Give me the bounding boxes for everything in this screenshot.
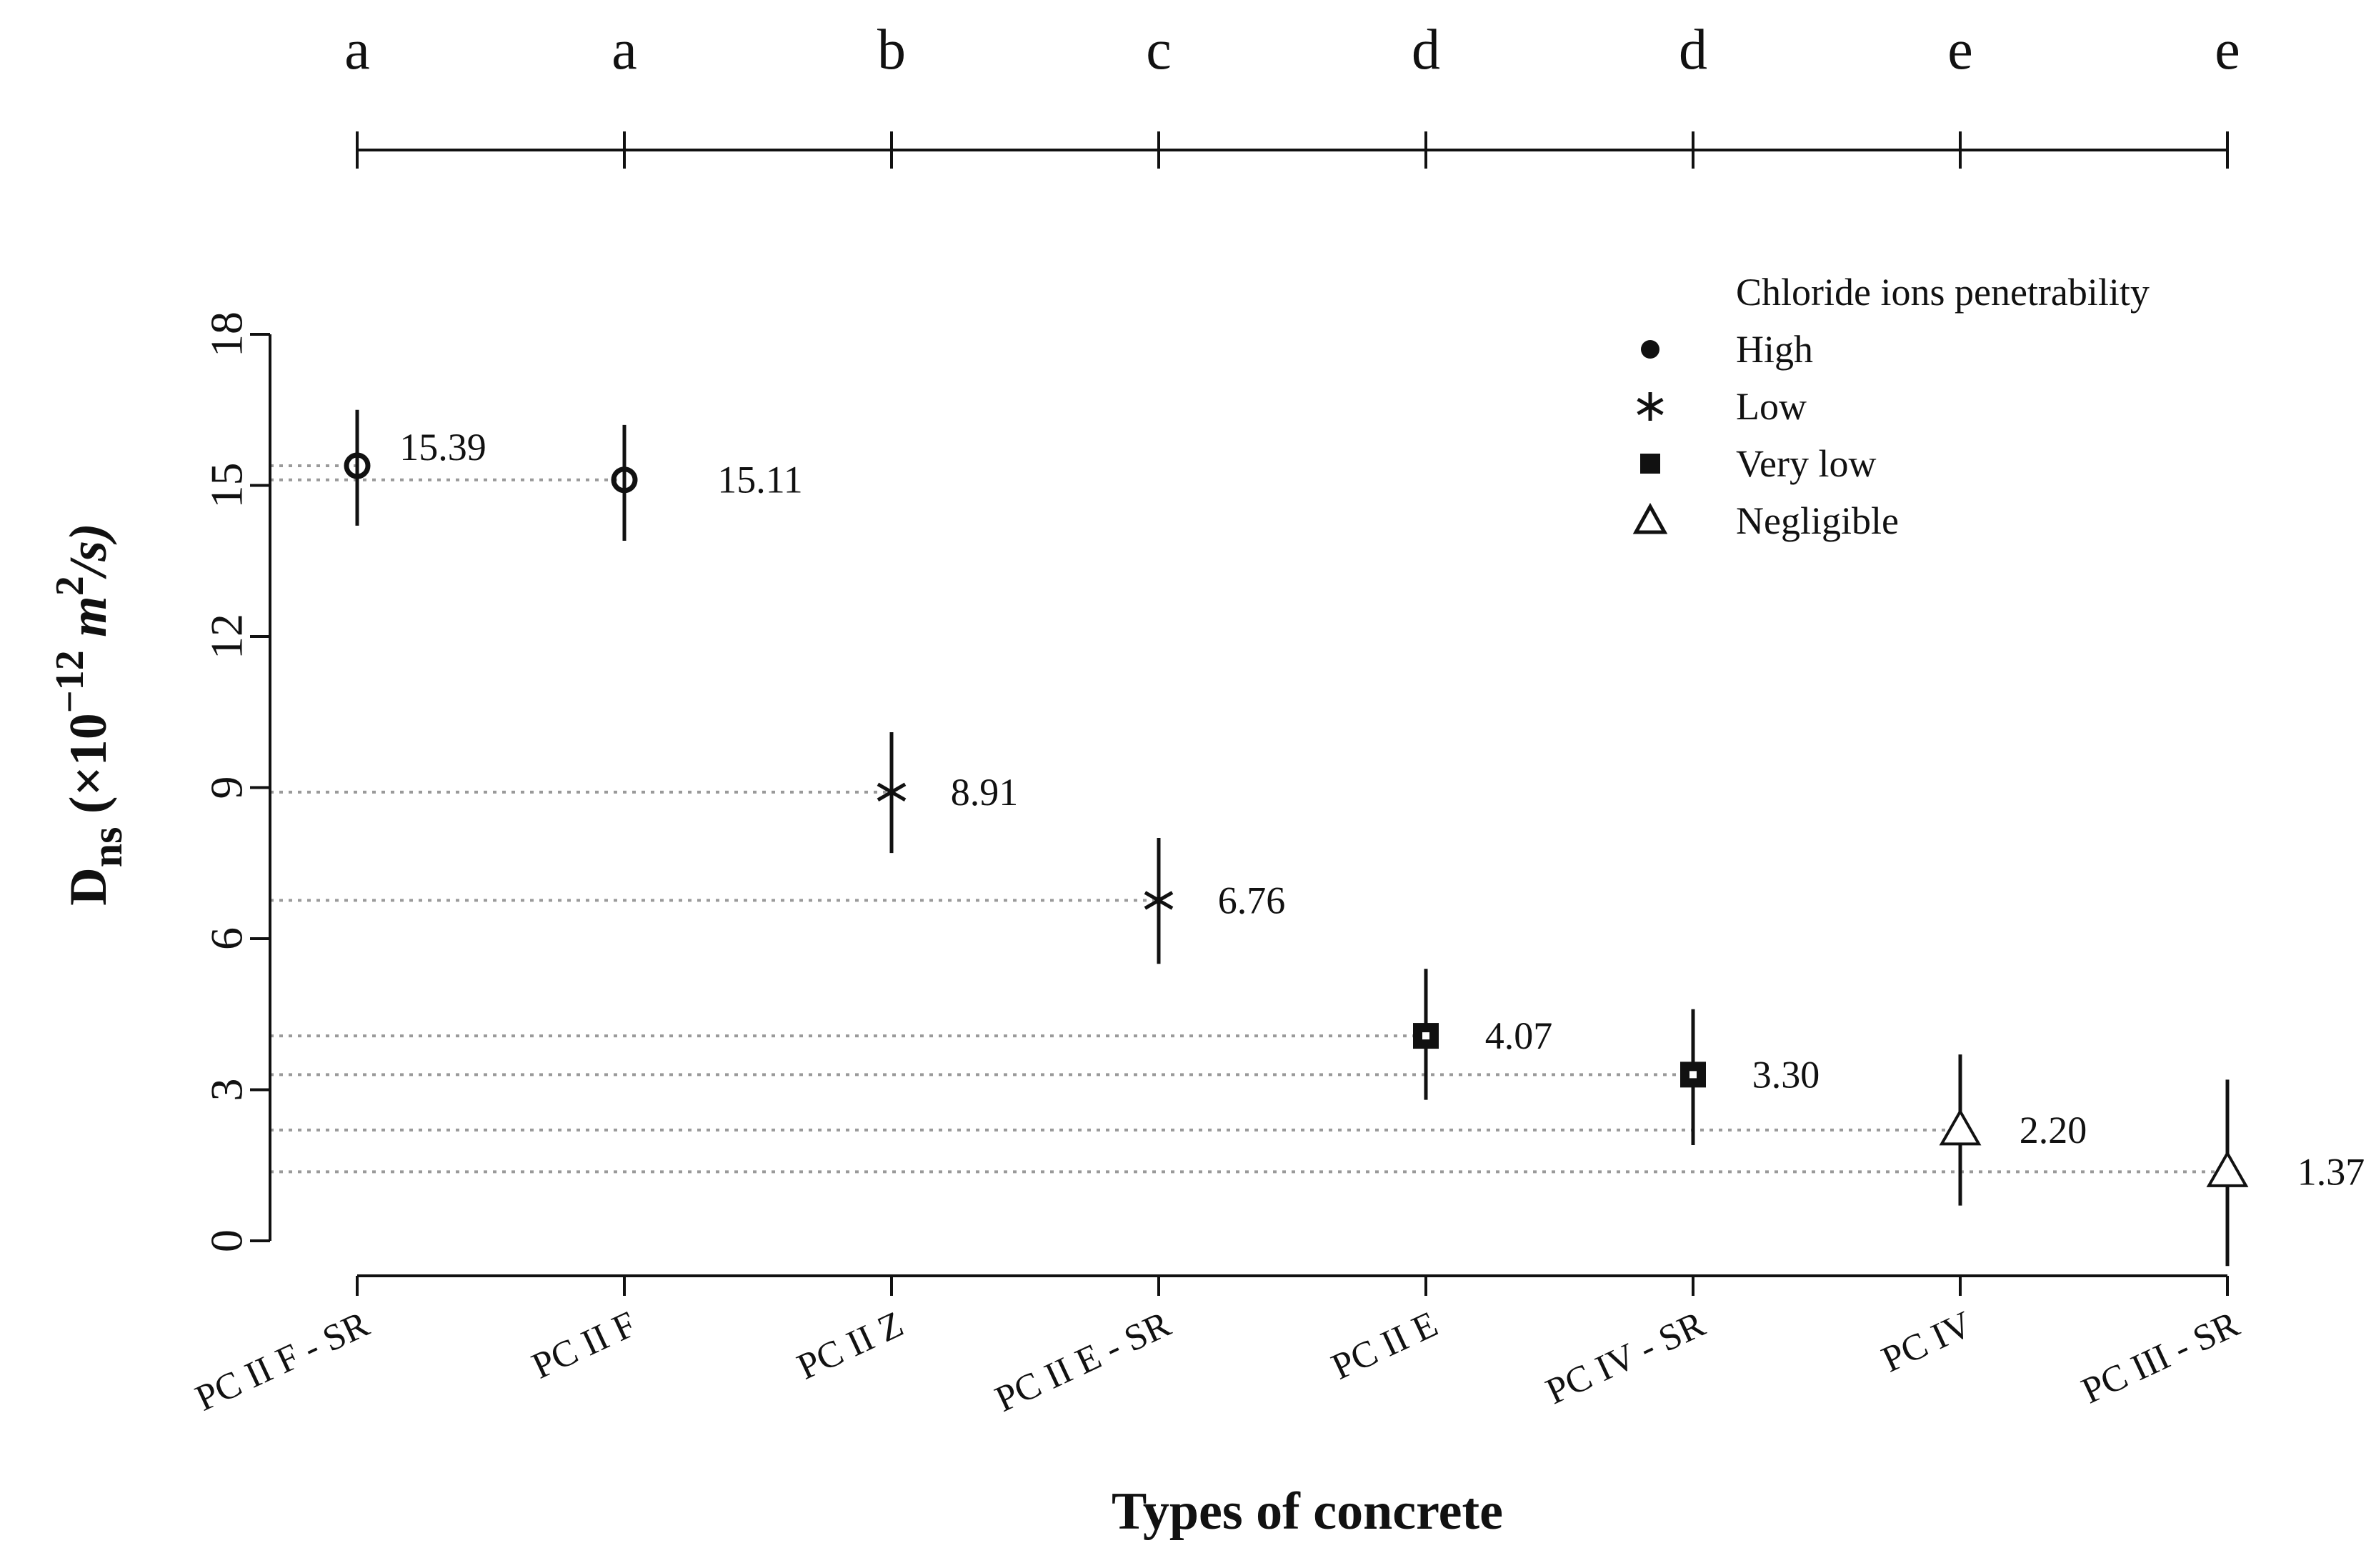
x-tick-label: PC II E - SR [989,1304,1177,1420]
value-label: 15.11 [717,459,803,501]
legend-title: Chloride ions penetrability [1736,271,2150,314]
value-label: 2.20 [2020,1109,2087,1152]
y-tick-label: 9 [201,776,251,799]
group-letter: c [1146,19,1172,81]
legend-marker-circle [1641,340,1659,359]
group-letter: d [1412,19,1440,81]
marker-circle [611,466,638,494]
y-axis-title-sub: ns [84,827,131,868]
y-tick-label: 6 [201,927,251,950]
reference-lines [270,464,2227,1174]
group-letter: e [1947,19,1973,81]
y-tick-label: 15 [201,463,251,509]
group-letter: b [877,19,906,81]
y-axis-title-main: D [59,867,118,905]
value-label: 6.76 [1218,879,1286,922]
y-axis: 0 3 6 9 12 15 18 [201,311,271,1252]
legend-label: High [1736,328,1813,371]
group-letter: d [1679,19,1707,81]
y-axis-title-unit: m [59,596,118,650]
marker-circle [344,452,371,479]
data-points: 15.39 15.11 8.91 6.76 4.07 3.30 2.20 1.37 [344,409,2365,1267]
x-tick-label: PC II F [526,1304,642,1387]
marker-triangle [1939,1108,1982,1146]
legend-label: Very low [1736,442,1876,485]
legend: Chloride ions penetrability High Low Very l… [1632,271,2150,542]
group-letter: a [344,19,370,81]
asterisk-stroke [877,782,907,802]
legend-marker-triangle [1632,502,1668,534]
y-axis-title-unit-exp: 2 [48,576,92,596]
y-tick-label: 12 [201,614,251,659]
asterisk-stroke [1637,397,1664,416]
asterisk-stroke [1144,891,1174,910]
y-axis-title-exp: −12 [48,650,92,713]
x-tick-label: PC II F - SR [189,1304,375,1419]
group-letter: e [2215,19,2240,81]
group-letter: a [612,19,637,81]
y-tick-label: 0 [201,1229,251,1252]
legend-marker-square [1640,454,1660,474]
x-tick-label: PC II Z [792,1304,909,1388]
x-tick-label: PC IV [1876,1304,1978,1380]
legend-label: Negligible [1736,499,1899,542]
value-label: 3.30 [1752,1053,1820,1096]
marker-square-center [1689,1071,1697,1079]
value-label: 1.37 [2297,1150,2365,1193]
y-axis-title-open: (×10 [59,713,118,827]
y-axis-title: Dns (×10−12 m2/s) [48,523,131,905]
x-axis: PC II F - SR PC II F PC II Z PC II E - SR PC… [189,1274,2246,1420]
marker-asterisk [877,776,907,808]
x-tick-label: PC IV - SR [1540,1304,1712,1412]
marker-square-center [1422,1032,1429,1040]
y-axis-title-unit-rest: /s) [59,523,118,579]
legend-label: Low [1736,385,1807,428]
value-label: 4.07 [1485,1014,1553,1057]
value-label: 15.39 [399,426,486,469]
y-tick-label: 18 [201,311,251,357]
legend-marker-asterisk [1637,392,1664,421]
value-label: 8.91 [951,771,1019,814]
marker-triangle [2206,1150,2249,1187]
y-tick-label: 3 [201,1079,251,1102]
x-axis-title: Types of concrete [1112,1482,1503,1541]
x-tick-label: PC II E [1326,1304,1444,1388]
marker-asterisk [1144,884,1174,917]
x-tick-label: PC III - SR [2076,1304,2246,1412]
